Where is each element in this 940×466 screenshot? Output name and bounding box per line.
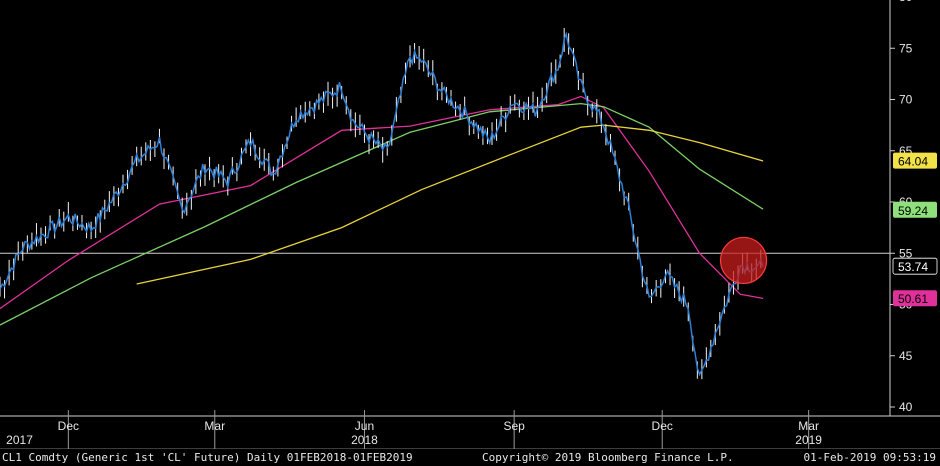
x-tick-label: Jun: [355, 419, 374, 433]
x-year-label: 2018: [351, 433, 378, 447]
last-value-label-box: [892, 257, 938, 275]
highlight-circle: [719, 236, 768, 285]
x-tick-label: Mar: [798, 419, 819, 433]
highlight-circle-group: [719, 236, 768, 285]
y-tick-label: 40: [899, 400, 913, 414]
last-value-labels: 64.04 59.24 53.74 50.61: [892, 152, 938, 307]
y-tick-label: 45: [899, 349, 913, 363]
last-value-label-box: [893, 290, 937, 307]
x-tick-label: Sep: [503, 419, 525, 433]
x-tick-label: Dec: [58, 419, 79, 433]
footer-security-description: CL1 Comdty (Generic 1st 'CL' Future) Dai…: [2, 451, 413, 464]
last-value-label-box: [893, 201, 937, 218]
last-value-label: 64.04: [898, 155, 928, 169]
y-tick-label: 55: [899, 246, 913, 260]
last-value-label: 50.61: [898, 292, 928, 306]
price-line: [0, 31, 764, 377]
price-series: [0, 28, 764, 380]
x-year-label: 2019: [795, 433, 822, 447]
last-value-label-box: [893, 152, 937, 169]
y-tick-label: 80: [899, 0, 913, 4]
last-value-label: 59.24: [898, 204, 928, 218]
moving-average-line-2: [0, 102, 764, 326]
x-axis: Dec Mar Jun Sep Dec Mar 2017 2018 2019: [0, 410, 940, 449]
y-tick-label: 70: [899, 93, 913, 107]
chart-background: [0, 0, 940, 449]
x-tick-label: Dec: [652, 419, 673, 433]
x-tick-label: Mar: [204, 419, 225, 433]
footer-timestamp: 01-Feb-2019 09:53:19: [803, 451, 936, 464]
y-tick-label: 75: [899, 41, 913, 55]
chart-footer: CL1 Comdty (Generic 1st 'CL' Future) Dai…: [0, 449, 940, 466]
moving-average-line-3: [136, 124, 764, 285]
footer-copyright: Copyright© 2019 Bloomberg Finance L.P.: [482, 451, 734, 464]
last-value-label: 53.74: [898, 260, 928, 274]
x-year-label: 2017: [6, 433, 33, 447]
